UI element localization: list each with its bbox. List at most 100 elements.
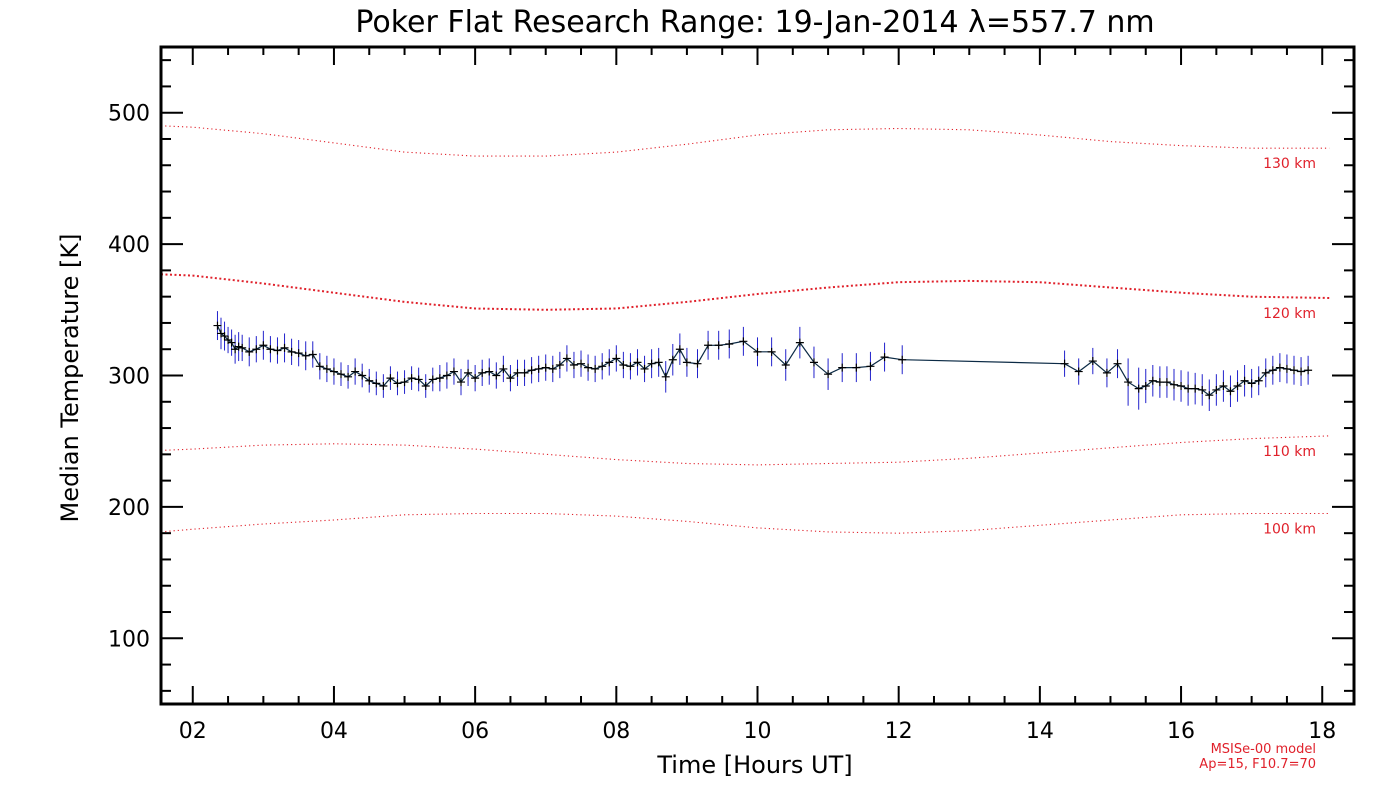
model-label-120-km: 120 km <box>1263 306 1316 322</box>
data-point-marker <box>1268 366 1277 375</box>
data-point-marker <box>471 374 480 383</box>
data-point-marker <box>1233 382 1242 391</box>
data-point-marker <box>619 360 628 369</box>
model-note-line-1: MSISe-00 model <box>1211 742 1316 757</box>
y-tick-label: 200 <box>108 496 150 521</box>
data-point-marker <box>520 368 529 377</box>
y-tick-label: 500 <box>108 102 150 127</box>
data-point-marker <box>534 364 543 373</box>
temperature-series-line <box>216 325 1309 396</box>
data-point-marker <box>1212 385 1221 394</box>
data-point-marker <box>767 347 776 356</box>
y-tick-label: 300 <box>108 365 150 390</box>
data-point-marker <box>661 372 670 381</box>
data-point-marker <box>1275 363 1284 372</box>
data-point-marker <box>1113 359 1122 368</box>
model-label-130-km: 130 km <box>1263 156 1316 172</box>
data-point-marker <box>852 363 861 372</box>
data-point-marker <box>435 374 444 383</box>
data-point-marker <box>358 371 367 380</box>
x-tick-label: 12 <box>885 719 913 744</box>
data-point-marker <box>1247 379 1256 388</box>
model-curve-130-km <box>160 125 1330 157</box>
data-point-marker <box>428 375 437 384</box>
data-point-marker <box>693 359 702 368</box>
data-point-marker <box>407 374 416 383</box>
data-point-marker <box>308 350 317 359</box>
data-point-marker <box>1191 384 1200 393</box>
data-point-marker <box>386 374 395 383</box>
data-point-marker <box>273 346 282 355</box>
data-point-marker <box>220 332 229 341</box>
data-point-marker <box>457 378 466 387</box>
data-point-marker <box>259 341 268 350</box>
data-point-marker <box>675 345 684 354</box>
data-point-marker <box>548 364 557 373</box>
x-tick-label: 14 <box>1026 719 1054 744</box>
data-point-marker <box>640 364 649 373</box>
data-point-marker <box>527 366 536 375</box>
data-point-marker <box>238 343 247 352</box>
data-point-marker <box>421 382 430 391</box>
y-axis-label: Median Temperature [K] <box>56 233 84 522</box>
data-point-marker <box>449 367 458 376</box>
data-point-marker <box>838 363 847 372</box>
model-note-line-2: Ap=15, F10.7=70 <box>1199 757 1316 772</box>
data-point-marker <box>414 375 423 384</box>
data-point-marker <box>485 367 494 376</box>
data-point-marker <box>591 364 600 373</box>
data-point-marker <box>1124 378 1133 387</box>
data-point-marker <box>898 355 907 364</box>
data-point-marker <box>1088 357 1097 366</box>
data-point-marker <box>513 368 522 377</box>
data-point-marker <box>322 364 331 373</box>
data-point-marker <box>280 343 289 352</box>
model-curves-layer: 130 km 120 km 110 km 100 km <box>160 125 1330 537</box>
data-point-marker <box>781 360 790 369</box>
data-point-marker <box>555 360 564 369</box>
data-point-marker <box>1184 384 1193 393</box>
data-point-marker <box>577 359 586 368</box>
x-tick-label: 08 <box>602 719 630 744</box>
data-point-marker <box>605 358 614 367</box>
data-point-marker <box>725 339 734 348</box>
data-point-marker <box>379 382 388 391</box>
data-point-marker <box>400 378 409 387</box>
data-point-marker <box>227 338 236 347</box>
data-point-marker <box>682 358 691 367</box>
model-curve-110-km <box>160 435 1330 466</box>
x-tick-label: 16 <box>1167 719 1195 744</box>
model-curve-120-km <box>160 273 1330 311</box>
model-label-100-km: 100 km <box>1263 521 1316 537</box>
data-point-marker <box>562 354 571 363</box>
data-point-marker <box>1219 382 1228 391</box>
data-point-marker <box>499 364 508 373</box>
data-point-marker <box>626 362 635 371</box>
data-point-marker <box>598 362 607 371</box>
data-point-marker <box>1177 382 1186 391</box>
data-point-marker <box>1261 368 1270 377</box>
data-point-marker <box>234 342 243 351</box>
data-point-marker <box>1169 380 1178 389</box>
y-tick-label: 100 <box>108 627 150 652</box>
model-label-110-km: 110 km <box>1263 444 1316 460</box>
data-point-marker <box>809 358 818 367</box>
data-point-marker <box>1297 367 1306 376</box>
data-point-marker <box>245 347 254 356</box>
x-tick-label: 06 <box>461 719 489 744</box>
x-tick-label: 18 <box>1308 719 1336 744</box>
data-point-marker <box>633 358 642 367</box>
data-point-marker <box>506 374 515 383</box>
data-point-marker <box>337 370 346 379</box>
data-point-marker <box>584 363 593 372</box>
data-point-marker <box>824 370 833 379</box>
data-point-marker <box>704 341 713 350</box>
data-point-marker <box>365 376 374 385</box>
data-point-marker <box>654 358 663 367</box>
data-point-marker <box>294 349 303 358</box>
data-point-marker <box>1155 378 1164 387</box>
measurement-layer <box>213 311 1313 411</box>
data-point-marker <box>647 359 656 368</box>
data-point-marker <box>612 354 621 363</box>
data-point-marker <box>739 337 748 346</box>
